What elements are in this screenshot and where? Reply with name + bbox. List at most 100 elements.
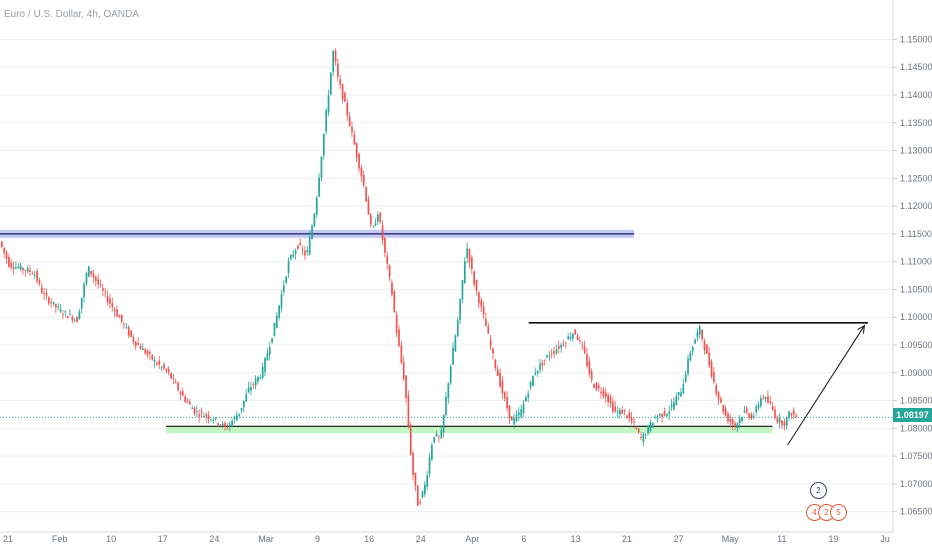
candle-body: [764, 396, 767, 399]
candle-body: [167, 369, 170, 373]
candle-body: [710, 361, 713, 377]
y-tick-label: 1.15000: [900, 34, 932, 44]
candle-body: [738, 418, 741, 424]
candle-body: [689, 352, 692, 361]
candle-body: [226, 427, 229, 429]
candle-body: [99, 284, 102, 286]
candle-body: [386, 255, 389, 264]
price-axis[interactable]: 1.15000 1.14500 1.14000 1.13500 1.13000 1.125…: [893, 34, 932, 517]
candle-body: [391, 282, 393, 295]
candle-body: [290, 254, 292, 260]
candle-body: [19, 265, 22, 270]
candle-body: [268, 346, 271, 355]
candle-body: [727, 413, 729, 422]
candle-series: [1, 48, 797, 506]
candle-body: [287, 260, 290, 274]
candle-body: [604, 392, 607, 398]
candle-body: [367, 199, 370, 215]
candle-body: [473, 271, 476, 285]
y-tick-label: 1.08000: [900, 423, 932, 433]
candle-body: [17, 267, 20, 268]
candle-body: [22, 267, 24, 271]
candle-body: [3, 247, 6, 253]
candle-body: [73, 319, 76, 321]
y-tick-label: 1.11000: [900, 257, 932, 267]
candle-body: [785, 417, 788, 426]
candle-body: [572, 333, 574, 339]
candle-body: [151, 354, 154, 360]
candle-body: [125, 326, 128, 328]
candle-body: [729, 419, 732, 422]
candle-body: [579, 339, 581, 341]
candle-body: [1, 241, 3, 247]
candle-body: [745, 408, 748, 413]
candle-body: [132, 337, 135, 343]
y-tick-label: 1.09500: [900, 340, 932, 350]
trend-drawings[interactable]: [787, 324, 866, 446]
time-axis[interactable]: 21 Feb 10 17 24 Mar 9 16 24 Apr 6 13 21 27 May 11 19 Ju: [0, 531, 893, 544]
candle-body: [160, 366, 163, 368]
candle-body: [438, 436, 440, 438]
candle-body: [118, 316, 121, 318]
x-tick-label: 21: [622, 534, 632, 544]
candle-body: [449, 366, 452, 383]
candle-body: [609, 396, 612, 404]
candle-body: [228, 424, 231, 427]
candle-body: [315, 197, 318, 215]
candle-body: [595, 382, 598, 390]
symbol-label: Euro / U.S. Dollar, 4h, OANDA: [4, 9, 140, 20]
event-marker[interactable]: 2: [810, 482, 827, 499]
x-tick-label: 16: [364, 534, 374, 544]
candle-body: [139, 345, 142, 350]
y-tick-label: 1.13500: [900, 118, 932, 128]
candle-body: [8, 257, 10, 267]
candle-body: [275, 315, 278, 328]
candle-body: [377, 214, 379, 222]
candle-body: [767, 396, 769, 403]
candle-body: [741, 417, 743, 421]
y-tick-label: 1.14000: [900, 90, 932, 100]
candle-body: [633, 421, 635, 423]
candle-body: [127, 327, 130, 336]
candle-body: [332, 51, 335, 72]
candle-body: [106, 296, 109, 303]
candle-body: [31, 273, 34, 275]
event-marker[interactable]: 5: [830, 504, 847, 521]
candle-body: [680, 392, 682, 397]
candle-body: [163, 364, 165, 369]
candle-body: [62, 314, 64, 316]
x-tick-label: Ju: [880, 534, 890, 544]
candle-body: [496, 369, 499, 377]
candle-body: [445, 397, 447, 415]
candle-body: [144, 349, 147, 354]
candle-body: [567, 336, 570, 340]
candle-body: [238, 413, 241, 416]
candle-body: [628, 412, 631, 418]
candle-body: [339, 79, 342, 85]
candle-body: [233, 416, 236, 420]
candle-body: [494, 359, 497, 369]
candle-body: [95, 276, 97, 282]
horizontal-levels[interactable]: [0, 229, 893, 434]
x-tick-label: Mar: [258, 534, 274, 544]
candle-body: [546, 355, 548, 358]
candle-body: [421, 491, 424, 498]
candle-body: [621, 410, 624, 414]
candle-body: [109, 298, 111, 304]
candle-body: [318, 177, 320, 197]
candle-body: [40, 287, 43, 294]
candle-body: [97, 279, 100, 285]
candle-body: [285, 276, 288, 283]
candle-body: [675, 396, 678, 406]
event-markers[interactable]: 2 4 2 5: [806, 482, 847, 524]
candle-body: [649, 422, 652, 431]
candle-body: [424, 484, 426, 495]
candle-body: [560, 344, 562, 348]
current-price-badge: 1.08197: [893, 408, 932, 422]
candle-body: [64, 311, 67, 313]
candle-body: [330, 72, 332, 95]
candle-body: [541, 362, 544, 366]
candle-body: [299, 243, 302, 246]
x-tick-label: 21: [3, 534, 13, 544]
